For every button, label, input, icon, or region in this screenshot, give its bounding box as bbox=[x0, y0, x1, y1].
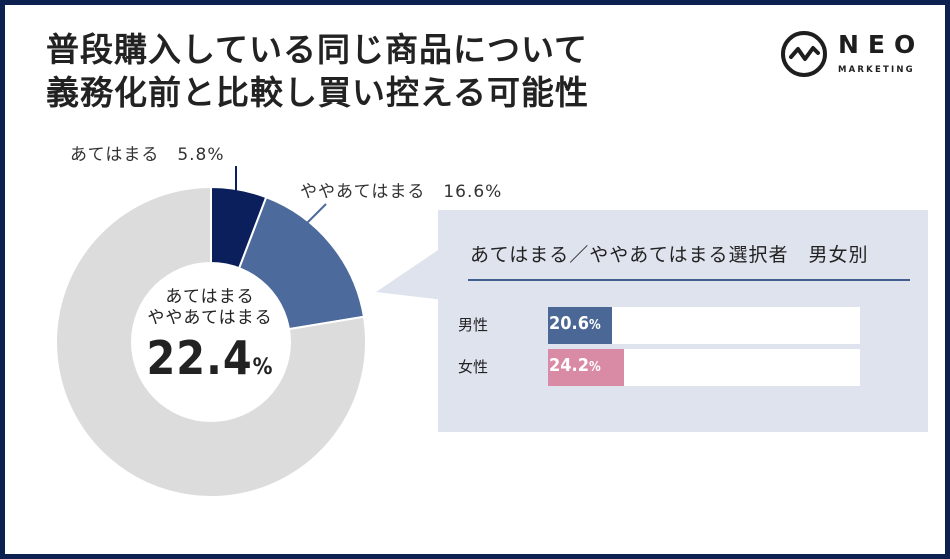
donut-chart bbox=[55, 166, 367, 498]
center-line1: あてはまる bbox=[165, 287, 255, 307]
bar-value-female-unit: % bbox=[588, 360, 601, 375]
bar-female: 24.2% bbox=[548, 349, 624, 386]
bar-value-male-unit: % bbox=[588, 318, 601, 333]
bar-value-male: 20.6% bbox=[549, 313, 601, 334]
bar-label-male: 男性 bbox=[458, 316, 489, 334]
gender-panel-title: あてはまる／ややあてはまる選択者 男女別 bbox=[470, 244, 869, 266]
slice-label-somewhat: ややあてはまる 16.6% bbox=[300, 182, 503, 202]
slice-label-apply: あてはまる 5.8% bbox=[70, 145, 225, 165]
bar-value-male-number: 20.6 bbox=[549, 313, 589, 334]
center-total-unit: % bbox=[252, 355, 274, 380]
bar-value-female: 24.2% bbox=[549, 355, 601, 376]
center-total: 22.4% bbox=[110, 335, 310, 391]
neo-marketing-logo: NEO MARKETING bbox=[778, 28, 928, 80]
leader-line-somewhat bbox=[305, 203, 327, 225]
center-total-value: 22.4 bbox=[146, 331, 253, 385]
chart-title-line1: 普段購入している同じ商品について bbox=[46, 30, 589, 69]
panel-divider bbox=[468, 279, 910, 281]
bar-track-female: 24.2% bbox=[548, 349, 860, 386]
donut-center-text: あてはまる ややあてはまる 22.4% bbox=[110, 287, 310, 391]
bar-label-female: 女性 bbox=[458, 358, 489, 376]
donut-hole bbox=[131, 262, 291, 422]
bar-track-male: 20.6% bbox=[548, 307, 860, 344]
logo-subtitle: MARKETING bbox=[838, 65, 915, 75]
bar-male: 20.6% bbox=[548, 307, 613, 344]
chart-title-line2: 義務化前と比較し買い控える可能性 bbox=[46, 73, 590, 112]
pulse-circle-icon bbox=[781, 31, 827, 77]
gender-panel: あてはまる／ややあてはまる選択者 男女別 男性 20.6% 女性 24.2% bbox=[438, 210, 928, 432]
bar-value-female-number: 24.2 bbox=[549, 355, 589, 376]
chart-title: 普段購入している同じ商品について 義務化前と比較し買い控える可能性 bbox=[46, 28, 686, 114]
center-line2: ややあてはまる bbox=[147, 308, 273, 328]
logo-word: NEO bbox=[838, 30, 925, 59]
